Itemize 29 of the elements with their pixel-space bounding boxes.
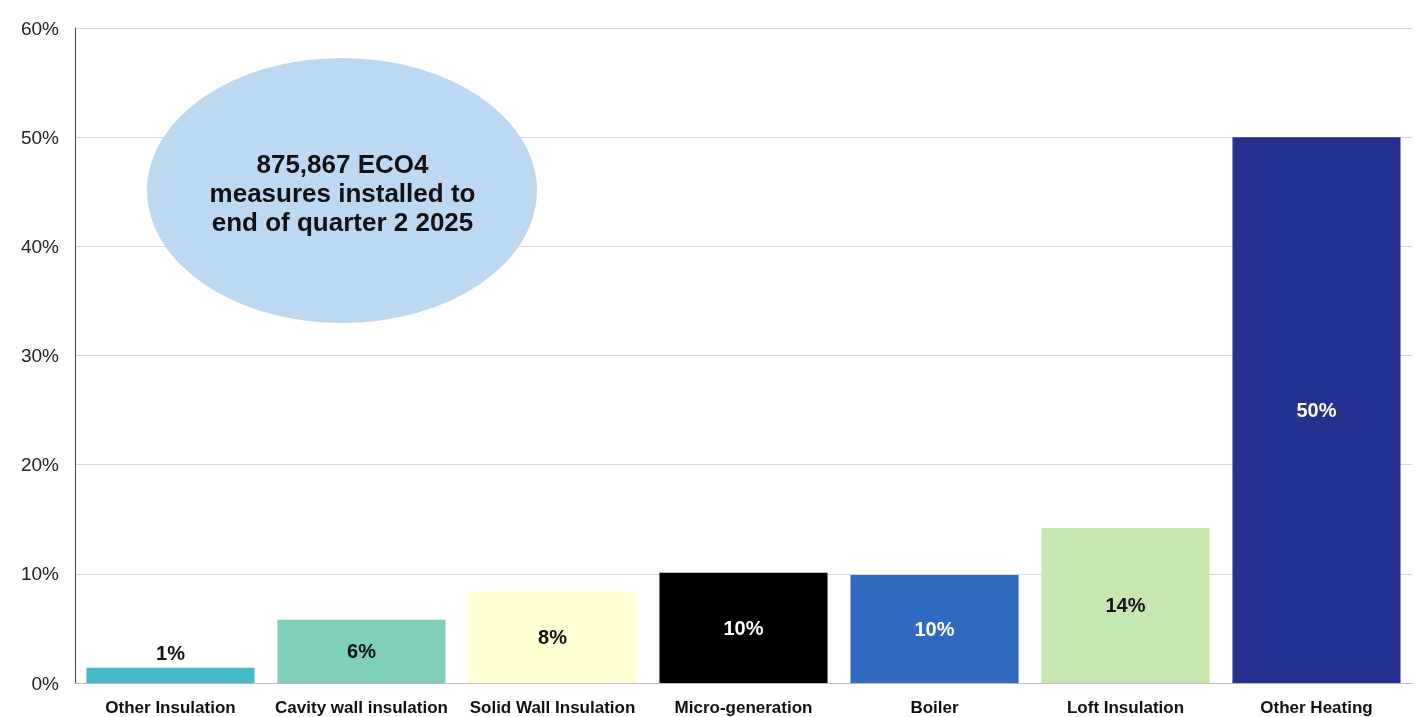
x-tick-label: Loft Insulation <box>1066 698 1185 717</box>
data-label: 8% <box>538 626 568 649</box>
x-tick-label: Boiler <box>910 698 959 717</box>
bar <box>277 619 446 683</box>
x-tick-label: Solid Wall Insulation <box>469 698 636 717</box>
data-label: 50% <box>1296 399 1337 422</box>
annotation: 875,867 ECO4 measures installed to end of quarter 2 2025 <box>208 149 477 237</box>
bar <box>1041 527 1210 683</box>
data-label: 10% <box>914 617 955 640</box>
data-label: 14% <box>1105 594 1146 617</box>
x-tick-label: Cavity wall insulation <box>275 698 448 717</box>
y-tick-label: 40% <box>20 235 60 257</box>
x-tick-label: Other Heating <box>1260 698 1373 717</box>
y-tick-label: 0% <box>31 672 60 694</box>
bar <box>1232 137 1401 683</box>
data-label: 1% <box>156 641 186 664</box>
x-tick-label: Micro-generation <box>674 698 813 717</box>
bar <box>850 574 1019 683</box>
bar <box>468 591 637 683</box>
y-tick-label: 60% <box>20 17 60 39</box>
bar <box>86 667 255 683</box>
data-label: 6% <box>347 640 377 663</box>
y-tick-label: 30% <box>20 345 60 366</box>
y-tick-label: 10% <box>20 563 60 585</box>
bar <box>659 572 828 683</box>
y-tick-label: 20% <box>20 454 60 476</box>
x-tick-label: Other Insulation <box>105 698 236 717</box>
y-tick-label: 50% <box>20 126 60 148</box>
data-label: 10% <box>723 616 764 639</box>
